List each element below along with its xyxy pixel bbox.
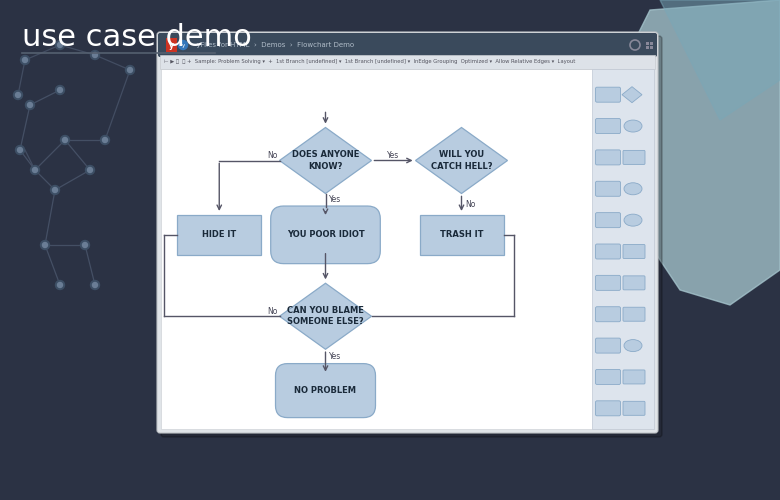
Circle shape (16, 146, 24, 154)
FancyBboxPatch shape (595, 182, 621, 196)
Text: WILL YOU
CATCH HELL?: WILL YOU CATCH HELL? (431, 150, 492, 171)
Polygon shape (279, 128, 371, 194)
Bar (177, 215, 261, 255)
Circle shape (55, 86, 65, 94)
Circle shape (58, 42, 62, 48)
Circle shape (93, 52, 98, 58)
Circle shape (51, 186, 59, 194)
Circle shape (86, 166, 94, 174)
Text: TRASH IT: TRASH IT (440, 230, 484, 239)
Circle shape (23, 58, 27, 62)
Text: y: y (169, 40, 174, 50)
Circle shape (90, 50, 100, 59)
FancyBboxPatch shape (595, 401, 621, 416)
Circle shape (27, 102, 33, 108)
Text: ⊢ ▶ ⏸  ⬜ +  Sample: Problem Solving ▾  +  1st Branch [undefined] ▾  1st Branch [: ⊢ ▶ ⏸ ⬜ + Sample: Problem Solving ▾ + 1s… (164, 60, 576, 64)
Polygon shape (279, 284, 371, 350)
FancyBboxPatch shape (595, 212, 621, 228)
Bar (160, 55, 655, 69)
Text: use case demo: use case demo (22, 24, 252, 52)
Polygon shape (660, 0, 780, 120)
Text: CAN YOU BLAME
SOMEONE ELSE?: CAN YOU BLAME SOMEONE ELSE? (287, 306, 364, 326)
Bar (160, 35, 655, 55)
FancyBboxPatch shape (595, 276, 621, 290)
Circle shape (126, 66, 134, 74)
FancyBboxPatch shape (595, 370, 621, 384)
Bar (650, 42, 653, 45)
Bar (650, 46, 653, 49)
FancyBboxPatch shape (595, 118, 621, 134)
Bar (646, 42, 649, 45)
Ellipse shape (624, 340, 642, 351)
FancyBboxPatch shape (623, 244, 645, 258)
Circle shape (61, 136, 69, 144)
Polygon shape (610, 0, 780, 305)
FancyBboxPatch shape (157, 32, 658, 433)
Circle shape (20, 56, 30, 64)
Circle shape (87, 168, 93, 172)
Circle shape (58, 282, 62, 288)
Text: DOES ANYONE
KNOW?: DOES ANYONE KNOW? (292, 150, 359, 171)
Circle shape (90, 280, 100, 289)
Circle shape (83, 242, 87, 248)
Circle shape (41, 240, 49, 250)
FancyBboxPatch shape (595, 150, 621, 165)
FancyBboxPatch shape (595, 338, 621, 353)
Circle shape (62, 138, 68, 142)
FancyBboxPatch shape (623, 150, 645, 164)
Polygon shape (416, 128, 508, 194)
Text: No: No (267, 151, 278, 160)
Circle shape (17, 148, 23, 152)
Ellipse shape (624, 214, 642, 226)
FancyBboxPatch shape (623, 276, 645, 290)
Circle shape (93, 282, 98, 288)
Bar (592, 69, 654, 429)
FancyBboxPatch shape (623, 370, 645, 384)
Polygon shape (622, 86, 642, 102)
Bar (161, 69, 654, 429)
FancyBboxPatch shape (595, 87, 621, 102)
Circle shape (127, 68, 133, 72)
Text: Yes: Yes (328, 352, 341, 361)
Text: Yes: Yes (328, 195, 341, 204)
Text: NO PROBLEM: NO PROBLEM (295, 386, 356, 395)
Circle shape (13, 90, 23, 100)
FancyBboxPatch shape (595, 244, 621, 259)
Text: Yes: Yes (388, 151, 399, 160)
Text: No: No (267, 307, 278, 316)
Circle shape (26, 100, 34, 110)
Circle shape (16, 92, 20, 98)
Circle shape (52, 188, 58, 192)
Text: No: No (466, 200, 476, 208)
Circle shape (55, 280, 65, 289)
Ellipse shape (624, 120, 642, 132)
FancyBboxPatch shape (275, 364, 375, 418)
FancyBboxPatch shape (623, 307, 645, 321)
Circle shape (58, 88, 62, 92)
Circle shape (632, 42, 638, 48)
Text: y: y (182, 42, 185, 48)
Text: HIDE IT: HIDE IT (202, 230, 236, 239)
Circle shape (101, 136, 109, 144)
Text: YOU POOR IDIOT: YOU POOR IDIOT (286, 230, 364, 239)
Circle shape (42, 242, 48, 248)
Text: yFiles for HTML  ›  Demos  ›  Flowchart Demo: yFiles for HTML › Demos › Flowchart Demo (192, 42, 354, 48)
Circle shape (30, 166, 40, 174)
Bar (646, 46, 649, 49)
FancyBboxPatch shape (161, 36, 662, 437)
Circle shape (33, 168, 37, 172)
FancyBboxPatch shape (158, 33, 657, 57)
Circle shape (102, 138, 108, 142)
Circle shape (80, 240, 90, 250)
FancyBboxPatch shape (595, 306, 621, 322)
FancyBboxPatch shape (623, 402, 645, 415)
Ellipse shape (624, 183, 642, 195)
Bar (420, 215, 504, 255)
Circle shape (179, 40, 187, 50)
Bar (166, 38, 177, 52)
FancyBboxPatch shape (271, 206, 381, 264)
Circle shape (55, 40, 65, 50)
